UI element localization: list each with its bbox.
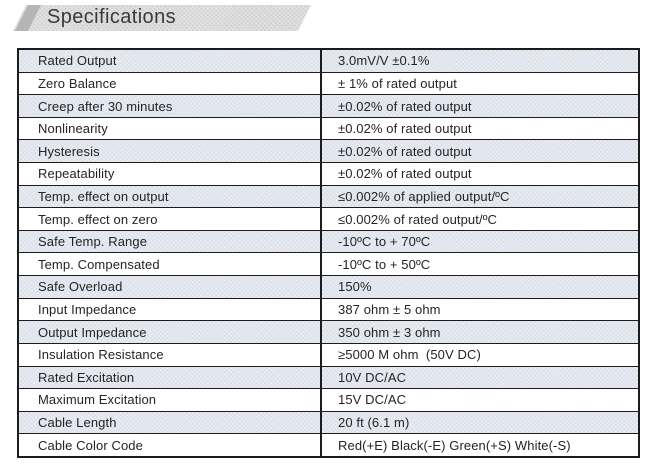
spec-label-cell: Rated Output bbox=[19, 50, 322, 72]
table-row: Temp. effect on output ≤0.002% of applie… bbox=[19, 185, 638, 209]
spec-label-cell: Rated Excitation bbox=[19, 366, 322, 389]
spec-label-cell: Safe Overload bbox=[19, 276, 322, 298]
spec-label-cell: Cable Length bbox=[19, 411, 322, 434]
spec-label-cell: Temp. effect on zero bbox=[19, 208, 322, 230]
spec-value-cell: ≤0.002% of applied output/ºC bbox=[322, 185, 638, 208]
table-row: Repeatability ±0.02% of rated output bbox=[19, 163, 638, 186]
spec-value-cell: 10V DC/AC bbox=[322, 366, 638, 389]
spec-label-cell: Temp. effect on output bbox=[19, 185, 322, 208]
table-row: Input Impedance 387 ohm ± 5 ohm bbox=[19, 298, 638, 322]
spec-label-cell: Zero Balance bbox=[19, 72, 322, 95]
spec-value-cell: 20 ft (6.1 m) bbox=[322, 411, 638, 434]
table-row: Rated Output 3.0mV/V ±0.1% bbox=[19, 50, 638, 73]
page-title-banner: Specifications bbox=[13, 5, 311, 31]
spec-value-cell: ±0.02% of rated output bbox=[338, 166, 472, 182]
spec-value-cell: ≥5000 M ohm (50V DC) bbox=[338, 347, 481, 363]
table-row: Hysteresis ±0.02% of rated output bbox=[19, 140, 638, 164]
spec-value-cell: ± 1% of rated output bbox=[338, 75, 457, 91]
spec-label-cell: Temp. Compensated bbox=[19, 253, 322, 276]
spec-label-cell: Maximum Excitation bbox=[19, 389, 322, 411]
page-title: Specifications bbox=[47, 6, 176, 28]
spec-label-cell: Repeatability bbox=[19, 163, 322, 185]
spec-value-cell: 15V DC/AC bbox=[338, 392, 407, 408]
table-row: Temp. Compensated -10ºC to + 50ºC bbox=[19, 253, 638, 277]
table-row: Temp. effect on zero ≤0.002% of rated ou… bbox=[19, 208, 638, 231]
table-row: Cable Length 20 ft (6.1 m) bbox=[19, 411, 638, 435]
spec-label-cell: Creep after 30 minutes bbox=[19, 95, 322, 117]
table-row: Safe Temp. Range -10ºC to + 70ºC bbox=[19, 230, 638, 254]
table-row: Zero Balance ± 1% of rated output bbox=[19, 72, 638, 96]
spec-label-cell: Nonlinearity bbox=[19, 117, 322, 140]
table-row: Insulation Resistance ≥5000 M ohm (50V D… bbox=[19, 343, 638, 367]
spec-label-cell: Safe Temp. Range bbox=[19, 230, 322, 253]
table-row: Creep after 30 minutes ±0.02% of rated o… bbox=[19, 95, 638, 118]
spec-label-cell: Cable Color Code bbox=[19, 434, 322, 456]
table-row: Safe Overload 150% bbox=[19, 276, 638, 299]
table-row: Nonlinearity ±0.02% of rated output bbox=[19, 117, 638, 141]
table-row: Output Impedance 350 ohm ± 3 ohm bbox=[19, 321, 638, 344]
spec-label-cell: Hysteresis bbox=[19, 140, 322, 163]
spec-label-cell: Input Impedance bbox=[19, 298, 322, 321]
specifications-table: Rated Output 3.0mV/V ±0.1% Zero Balance … bbox=[17, 48, 640, 458]
spec-value-cell: -10ºC to + 50ºC bbox=[338, 256, 431, 272]
spec-value-cell: 387 ohm ± 5 ohm bbox=[338, 302, 441, 317]
spec-label-cell: Output Impedance bbox=[19, 321, 322, 343]
spec-value-cell: ±0.02% of rated output bbox=[322, 95, 638, 117]
spec-value-cell: ±0.02% of rated output bbox=[338, 121, 472, 137]
spec-value-cell: -10ºC to + 70ºC bbox=[322, 230, 638, 253]
spec-value-cell: 150% bbox=[322, 276, 638, 298]
table-row: Maximum Excitation 15V DC/AC bbox=[19, 389, 638, 412]
spec-value-cell: ±0.02% of rated output bbox=[322, 140, 638, 163]
spec-value-cell: 3.0mV/V ±0.1% bbox=[322, 50, 638, 72]
spec-label-cell: Insulation Resistance bbox=[19, 343, 322, 366]
table-row: Rated Excitation 10V DC/AC bbox=[19, 366, 638, 390]
spec-value-cell: Red(+E) Black(-E) Green(+S) White(-S) bbox=[338, 437, 571, 453]
spec-value-cell: 350 ohm ± 3 ohm bbox=[322, 321, 638, 343]
spec-value-cell: ≤0.002% of rated output/ºC bbox=[338, 211, 498, 227]
table-row: Cable Color Code Red(+E) Black(-E) Green… bbox=[19, 434, 638, 456]
